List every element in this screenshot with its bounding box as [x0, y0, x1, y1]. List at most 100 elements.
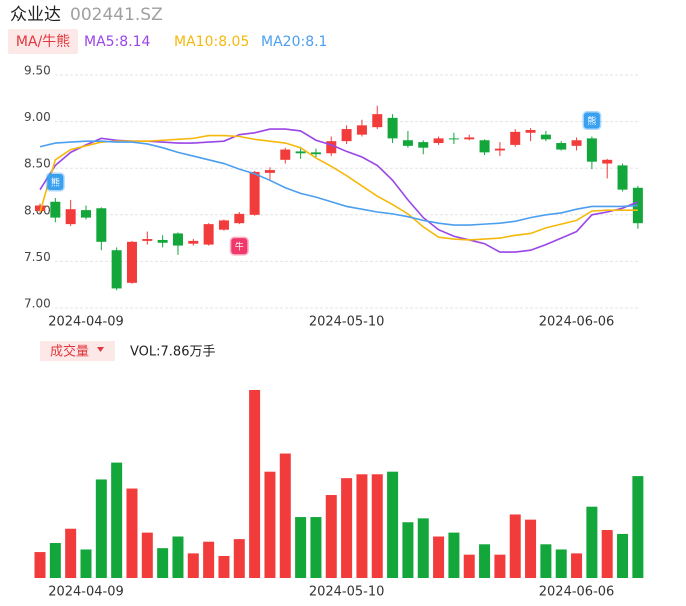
x-tick-label: 2024-05-10 — [309, 315, 385, 330]
signal-label: 熊 — [587, 115, 596, 127]
dropdown-arrow[interactable] — [97, 347, 104, 352]
x-tick-label: 2024-04-09 — [48, 315, 124, 330]
volume-bar — [463, 554, 475, 578]
volume-button[interactable] — [40, 341, 115, 361]
x-tick-label: 2024-04-09 — [48, 585, 124, 600]
candle-body — [571, 140, 582, 146]
volume-bar — [279, 453, 291, 578]
volume-bar — [356, 474, 368, 578]
volume-bar — [218, 555, 230, 578]
volume-bar — [525, 519, 537, 578]
volume-bar — [126, 488, 138, 578]
candle-body — [234, 213, 245, 224]
volume-legend: VOL:7.86万手 — [130, 345, 215, 360]
candle-body — [218, 220, 229, 230]
candle-body — [326, 141, 337, 154]
x-tick-label: 2024-05-10 — [309, 585, 385, 600]
volume-bar — [601, 530, 613, 578]
candle-body — [556, 143, 567, 150]
volume-bar — [49, 542, 61, 578]
volume-bar — [586, 506, 598, 578]
candle-body — [280, 149, 291, 160]
signal-label: 熊 — [51, 177, 60, 189]
volume-bar — [295, 517, 307, 578]
y-tick-label: 7.50 — [24, 250, 51, 264]
volume-bar — [571, 553, 583, 578]
volume-bar — [617, 533, 629, 578]
candle-body — [418, 142, 429, 148]
volume-bar — [111, 462, 123, 578]
volume-bar — [310, 517, 322, 578]
volume-bar — [233, 539, 245, 578]
volume-bar — [417, 518, 429, 578]
toggle-button[interactable] — [8, 29, 78, 54]
volume-bar — [325, 495, 337, 578]
legend-item: MA10:8.05 — [174, 34, 249, 50]
candle-body — [464, 137, 475, 140]
candle-body — [479, 140, 490, 153]
volume-bar — [95, 479, 107, 578]
candle-body — [35, 205, 45, 212]
candle-body — [356, 125, 367, 135]
ma-line — [39, 134, 638, 241]
volume-bar — [65, 528, 77, 578]
volume-bar — [371, 474, 383, 578]
volume-bar — [555, 549, 567, 578]
volume-bar — [249, 390, 261, 578]
volume-bar — [34, 552, 46, 578]
volume-bar — [509, 514, 521, 578]
stock-name: 众业达 — [10, 5, 61, 25]
volume-bar — [540, 544, 552, 578]
volume-bar — [479, 544, 491, 578]
candle-body — [617, 165, 628, 190]
candle-body — [50, 201, 61, 218]
toggle-label[interactable]: MA/牛熊 — [16, 34, 70, 50]
y-tick-label: 9.50 — [24, 64, 51, 78]
candle-body — [602, 159, 613, 164]
volume-bar — [141, 532, 153, 578]
candle-body — [172, 233, 183, 246]
candle-body — [65, 209, 76, 225]
volume-bar — [632, 476, 644, 578]
volume-bar — [433, 536, 445, 578]
volume-bar — [402, 522, 414, 578]
volume-button-label[interactable]: 成交量 — [50, 344, 89, 360]
volume-bar — [80, 549, 92, 578]
volume-bar — [387, 471, 399, 578]
legend-item: MA20:8.1 — [261, 34, 327, 50]
candle-body — [448, 138, 459, 140]
volume-bar — [341, 478, 353, 578]
candle-body — [249, 171, 260, 215]
signal-badge — [45, 172, 65, 192]
candle-body — [96, 208, 107, 242]
volume-bar — [172, 536, 184, 578]
candle-body — [295, 151, 306, 154]
volume-bar — [494, 554, 506, 578]
y-tick-label: 8.50 — [24, 157, 51, 171]
candle-body — [372, 114, 383, 128]
volume-bar — [157, 548, 169, 578]
ma-line — [39, 128, 639, 253]
candle-body — [264, 170, 275, 173]
candle-body — [540, 134, 551, 140]
candle-body — [433, 138, 444, 144]
signal-badge — [582, 111, 602, 131]
candle-body — [188, 240, 199, 244]
y-tick-label: 7.00 — [24, 297, 51, 311]
volume-bar — [264, 471, 276, 578]
x-tick-label: 2024-06-06 — [539, 315, 615, 330]
candle-body — [586, 138, 597, 162]
stock-code: 002441.SZ — [70, 5, 163, 25]
legend-item: MA5:8.14 — [84, 34, 151, 50]
volume-bar — [203, 541, 215, 578]
candle-body — [341, 129, 352, 142]
signal-badge — [229, 236, 249, 256]
y-tick-label: 9.00 — [24, 110, 51, 124]
ma-line — [39, 140, 638, 226]
candle-body — [494, 148, 505, 151]
candle-body — [525, 129, 536, 133]
volume-bar — [187, 553, 199, 578]
candle-body — [203, 224, 214, 245]
candle-body — [142, 239, 153, 241]
